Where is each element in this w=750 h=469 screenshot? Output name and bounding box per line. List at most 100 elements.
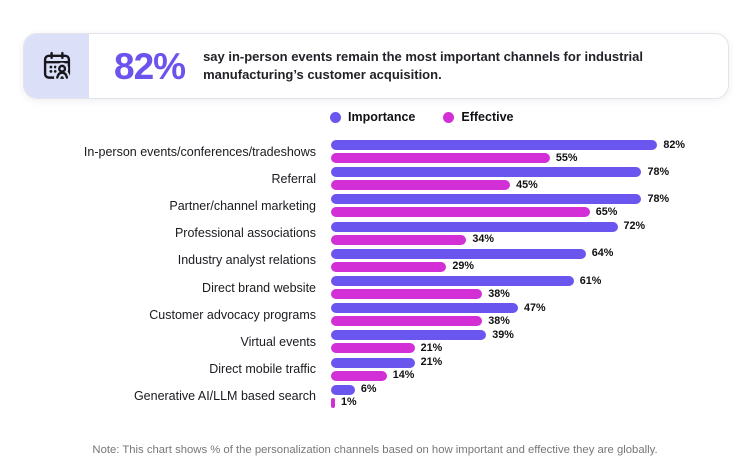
chart-row: Direct brand website 61% 38%	[0, 274, 750, 301]
effective-bar	[331, 316, 483, 327]
bar-value: 29%	[452, 260, 475, 273]
bar-value: 65%	[595, 206, 618, 219]
effective-bar	[331, 289, 483, 300]
bar-line-effective: 34%	[331, 233, 645, 246]
chart-row: Partner/channel marketing 78% 65%	[0, 192, 750, 219]
bar-line-effective: 29%	[331, 260, 613, 273]
bar-line-importance: 72%	[331, 220, 646, 233]
header-headline: say in-person events remain the most imp…	[203, 48, 643, 82]
chart-row: Professional associations 72% 34%	[0, 220, 750, 247]
bar-group: 21% 14%	[331, 356, 443, 382]
bar-line-effective: 38%	[331, 287, 601, 300]
importance-bar	[331, 276, 574, 287]
bar-value: 45%	[516, 178, 538, 191]
bar-line-importance: 78%	[331, 193, 670, 206]
header-card: 82% say in-person events remain the most…	[23, 33, 729, 99]
bar-line-importance: 39%	[331, 329, 514, 342]
importance-bar	[331, 194, 642, 205]
effective-bar	[331, 153, 550, 164]
legend-label: Effective	[461, 110, 514, 124]
bar-value: 64%	[591, 247, 614, 260]
bar-line-effective: 1%	[331, 396, 376, 409]
importance-bar	[331, 384, 355, 395]
bar-line-effective: 65%	[331, 206, 669, 219]
bar-line-importance: 47%	[331, 301, 546, 314]
bar-value: 82%	[663, 138, 685, 151]
calendar-user-icon	[43, 51, 70, 81]
category-label: Industry analyst relations	[177, 253, 316, 268]
bar-line-effective: 45%	[331, 178, 669, 191]
importance-bar	[331, 248, 586, 259]
bar-line-importance: 6%	[331, 384, 376, 395]
bar-group: 6% 1%	[331, 384, 376, 409]
footnote: Note: This chart shows % of the personal…	[92, 444, 658, 456]
bar-line-effective: 21%	[331, 342, 514, 355]
importance-bar	[331, 357, 415, 368]
bar-line-importance: 21%	[331, 356, 443, 369]
bar-value: 21%	[420, 342, 443, 355]
chart-row: Virtual events 39% 21%	[0, 328, 750, 355]
chart-row: Industry analyst relations 64% 29%	[0, 247, 750, 274]
bar-line-importance: 78%	[331, 165, 670, 178]
category-label: Partner/channel marketing	[169, 198, 316, 213]
bar-group: 72% 34%	[331, 220, 646, 246]
bar-value: 55%	[555, 151, 578, 164]
importance-bar	[331, 303, 519, 314]
legend-label: Importance	[348, 110, 416, 124]
category-label: Customer advocacy programs	[149, 307, 316, 322]
bar-value: 47%	[524, 301, 546, 314]
bar-line-importance: 61%	[331, 274, 602, 287]
category-label: Virtual events	[240, 334, 316, 349]
effective-bar	[331, 343, 415, 354]
category-label: Professional associations	[174, 226, 316, 241]
header-stat: 82%	[114, 45, 186, 87]
bar-value: 38%	[488, 314, 510, 327]
bar-value: 1%	[340, 396, 357, 409]
chart-legend: Importance Effective	[330, 110, 514, 124]
bar-group: 47% 38%	[331, 301, 546, 327]
category-label: Generative AI/LLM based search	[133, 389, 316, 404]
effective-bar	[331, 397, 335, 408]
bar-group: 78% 45%	[331, 165, 670, 191]
bar-value: 38%	[488, 287, 510, 300]
category-label: In-person events/conferences/tradeshows	[83, 144, 316, 159]
chart-row: Direct mobile traffic 21% 14%	[0, 356, 750, 383]
legend-dot	[443, 111, 455, 123]
chart-row: Generative AI/LLM based search 6% 1%	[0, 383, 750, 410]
legend-item-effective: Effective	[443, 110, 514, 124]
bar-group: 78% 65%	[331, 193, 670, 219]
bar-group: 82% 55%	[331, 138, 685, 164]
bar-value: 78%	[647, 165, 670, 178]
effective-bar	[331, 207, 590, 218]
chart-row: Referral 78% 45%	[0, 165, 750, 192]
bar-value: 72%	[623, 220, 646, 233]
bar-chart: In-person events/conferences/tradeshows 8…	[0, 138, 750, 410]
bar-line-importance: 64%	[331, 247, 614, 260]
bar-value: 21%	[420, 356, 443, 369]
bar-group: 64% 29%	[331, 247, 614, 273]
bar-value: 39%	[492, 329, 514, 342]
category-label: Direct mobile traffic	[209, 362, 316, 377]
legend-dot	[330, 111, 341, 123]
importance-bar	[331, 330, 487, 341]
chart-row: In-person events/conferences/tradeshows 8…	[0, 138, 750, 165]
effective-bar	[331, 180, 511, 191]
header-icon-box	[24, 34, 89, 98]
bar-value: 61%	[579, 274, 602, 287]
bar-line-effective: 14%	[331, 369, 442, 382]
bar-group: 39% 21%	[331, 329, 514, 355]
bar-line-importance: 82%	[331, 138, 685, 151]
bar-value: 14%	[392, 369, 415, 382]
effective-bar	[331, 234, 467, 245]
importance-bar	[331, 167, 642, 178]
effective-bar	[331, 261, 447, 272]
legend-item-importance: Importance	[330, 110, 415, 124]
bar-line-effective: 55%	[331, 151, 685, 164]
importance-bar	[331, 140, 658, 151]
importance-bar	[331, 221, 618, 232]
bar-value: 78%	[647, 193, 670, 206]
bar-line-effective: 38%	[331, 314, 546, 327]
category-label: Direct brand website	[202, 280, 316, 295]
bar-group: 61% 38%	[331, 274, 602, 300]
bar-value: 34%	[472, 233, 494, 246]
